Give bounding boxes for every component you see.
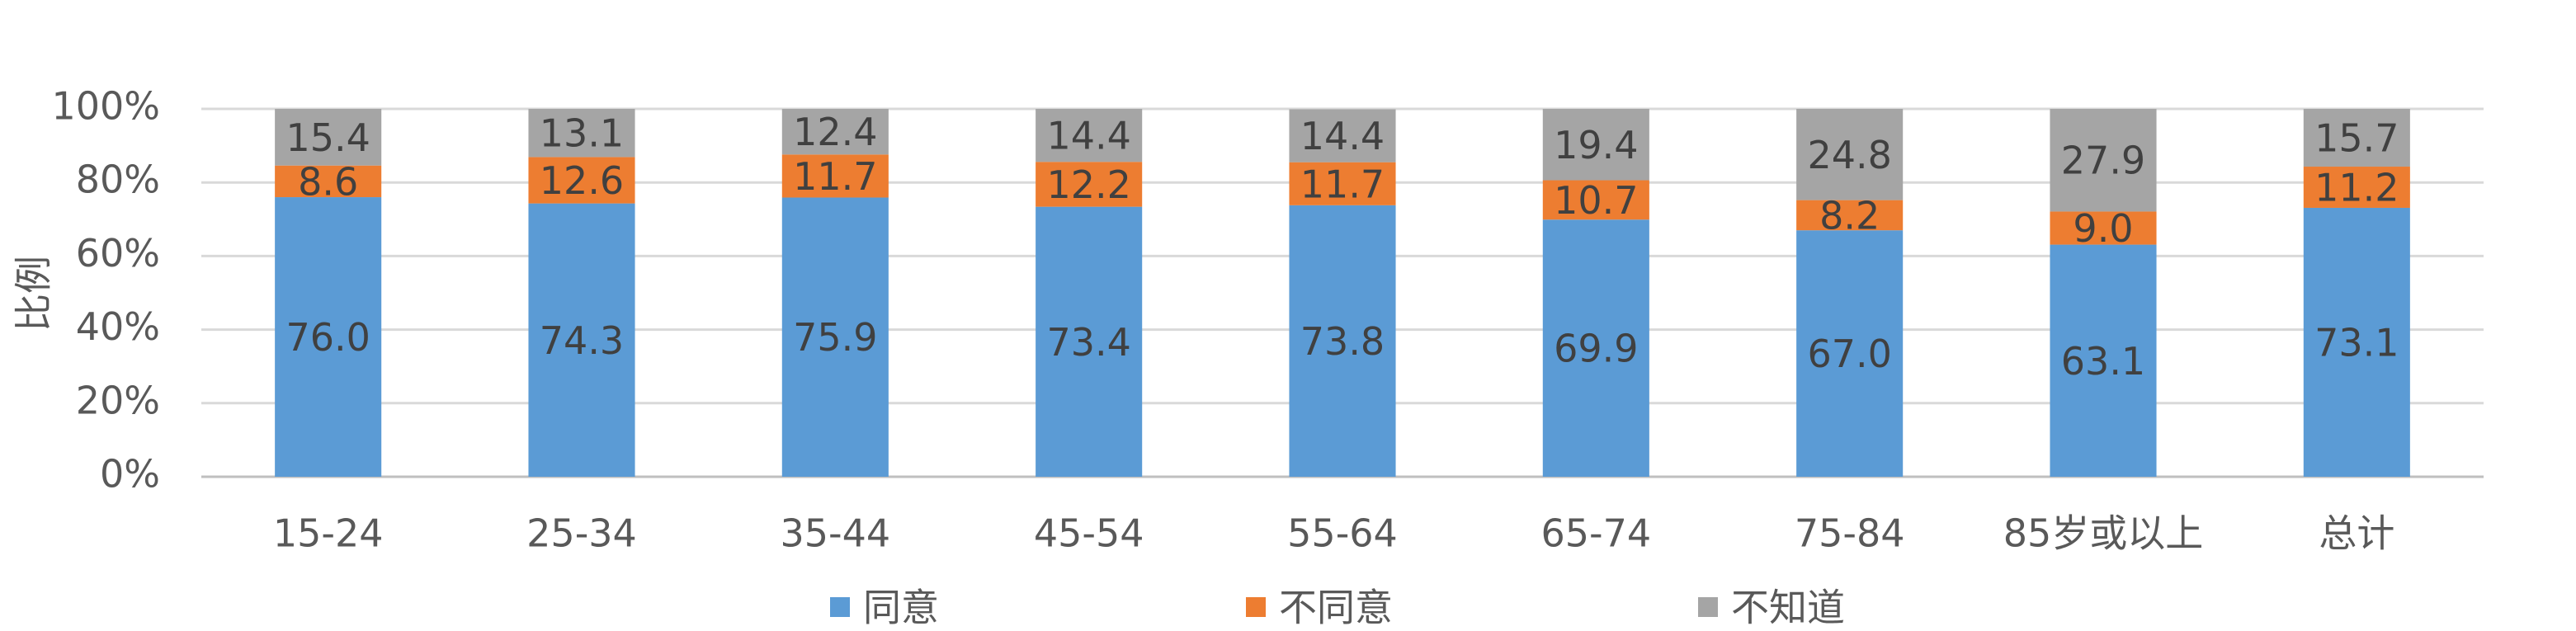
bar-segment (1542, 109, 1649, 181)
data-label: 76.0 (285, 315, 370, 360)
data-label: 12.4 (793, 110, 877, 154)
bar-segment (1796, 230, 1904, 477)
bar-segment (781, 197, 889, 477)
x-tick-label: 55-64 (1287, 511, 1398, 556)
data-label: 69.9 (1554, 327, 1638, 371)
y-tick-label: 0% (100, 452, 160, 497)
data-label: 8.6 (298, 159, 358, 204)
data-label: 15.7 (2314, 116, 2399, 161)
x-tick-label: 35-44 (780, 511, 890, 556)
x-tick-label: 75-84 (1795, 511, 1905, 556)
y-tick-label: 100% (51, 84, 160, 129)
bar-segment (1036, 162, 1143, 207)
bar-segment (275, 197, 382, 478)
y-tick-label: 60% (76, 231, 160, 275)
data-label: 15.4 (285, 115, 370, 160)
data-label: 8.2 (1819, 193, 1880, 238)
data-label: 67.0 (1807, 332, 1891, 376)
legend-swatch (830, 597, 850, 617)
data-label: 74.3 (540, 318, 624, 363)
data-label: 10.7 (1554, 178, 1638, 223)
bar-segment (528, 109, 635, 158)
bar-segment (1542, 219, 1649, 477)
bar-segment (2303, 167, 2410, 208)
data-label: 63.1 (2061, 339, 2145, 384)
bar-segment (2303, 207, 2410, 477)
bar-segment (1289, 109, 1396, 162)
bar-segment (528, 203, 635, 477)
data-label: 14.4 (1300, 114, 1385, 158)
legend-label: 不知道 (1731, 586, 1845, 630)
bar-segment (1796, 109, 1904, 200)
legend-label: 同意 (863, 586, 939, 630)
bar-segment (275, 109, 382, 166)
bar-segment (1796, 200, 1904, 231)
x-tick-label: 45-54 (1034, 511, 1144, 556)
legend-label: 不同意 (1279, 586, 1393, 630)
bar-segment (2050, 244, 2157, 477)
x-tick-label: 总计 (2319, 511, 2394, 556)
y-tick-label: 80% (76, 158, 160, 202)
bar-segment (1289, 205, 1396, 478)
data-label: 12.6 (540, 158, 624, 203)
bar-segment (1036, 206, 1143, 478)
bar-segment (781, 109, 889, 155)
legend-swatch (1246, 597, 1266, 617)
x-tick-label: 85岁或以上 (2003, 511, 2204, 556)
data-label: 73.4 (1046, 320, 1130, 365)
data-label: 11.7 (793, 154, 877, 199)
x-tick-label: 25-34 (526, 511, 637, 556)
y-tick-label: 20% (76, 378, 160, 422)
data-label: 11.2 (2314, 165, 2399, 210)
bar-segment (2050, 109, 2157, 212)
data-label: 73.1 (2314, 320, 2399, 365)
bar-segment (781, 154, 889, 198)
bar-segment (1289, 162, 1396, 205)
data-label: 13.1 (540, 111, 624, 156)
data-label: 11.7 (1300, 162, 1385, 206)
data-label: 12.2 (1046, 162, 1130, 207)
data-label: 27.9 (2061, 139, 2145, 183)
bar-segment (2303, 109, 2410, 167)
y-axis-label: 比例 (12, 256, 56, 332)
bar-segment (2050, 211, 2157, 245)
data-label: 24.8 (1807, 133, 1891, 177)
bar-segment (1542, 180, 1649, 220)
data-label: 73.8 (1300, 319, 1385, 364)
legend-swatch (1698, 597, 1718, 617)
data-label: 14.4 (1046, 114, 1130, 158)
data-label: 75.9 (793, 315, 877, 360)
data-label: 9.0 (2073, 206, 2133, 251)
data-label: 19.4 (1554, 123, 1638, 167)
bar-segment (1036, 109, 1143, 162)
x-tick-label: 15-24 (273, 511, 384, 556)
x-tick-label: 65-74 (1540, 511, 1651, 556)
bar-segment (275, 165, 382, 198)
bar-segment (528, 157, 635, 204)
y-tick-label: 40% (76, 304, 160, 349)
